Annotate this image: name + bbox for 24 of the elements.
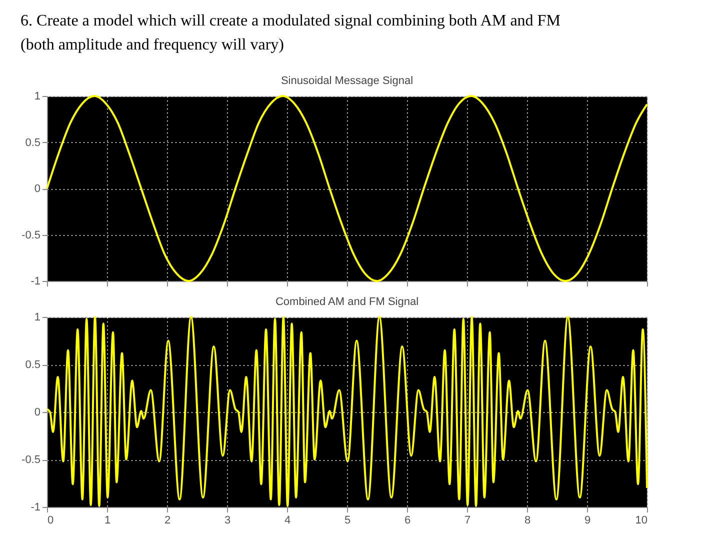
y-tick-label: -0.5: [22, 454, 40, 466]
y-tick-label: 1: [34, 312, 40, 324]
y-tick-label: -1: [30, 502, 40, 514]
text: 6. Create a model which will create a modulated signal combining both AM and FM (both amplitude and frequency will vary): [20, 12, 560, 54]
y-tick-label: 0.5: [25, 359, 40, 371]
y-tick-label: -1: [30, 276, 40, 288]
x-tick-label: 7: [464, 514, 471, 526]
x-tick-label: 2: [164, 514, 171, 526]
y-tick-label: 0: [34, 406, 40, 418]
x-tick-label: 3: [224, 514, 231, 526]
x-tick-label: 8: [524, 514, 531, 526]
x-tick-label: 1: [104, 514, 111, 526]
chart-title: Combined AM and FM Signal: [275, 296, 419, 308]
y-tick-label: 0.5: [25, 136, 40, 149]
x-tick-label: 5: [344, 514, 351, 526]
x-tick-label: 6: [404, 514, 411, 526]
x-tick-label: 10: [635, 514, 648, 526]
y-tick-label: 1: [34, 90, 40, 102]
x-tick-label: 4: [284, 514, 291, 526]
chart-title: Sinusoidal Message Signal: [280, 75, 414, 87]
y-tick-label: 0: [34, 183, 40, 195]
x-tick-label: 9: [584, 514, 591, 526]
x-tick-label: 0: [48, 514, 54, 526]
y-tick-label: -0.5: [22, 229, 40, 242]
